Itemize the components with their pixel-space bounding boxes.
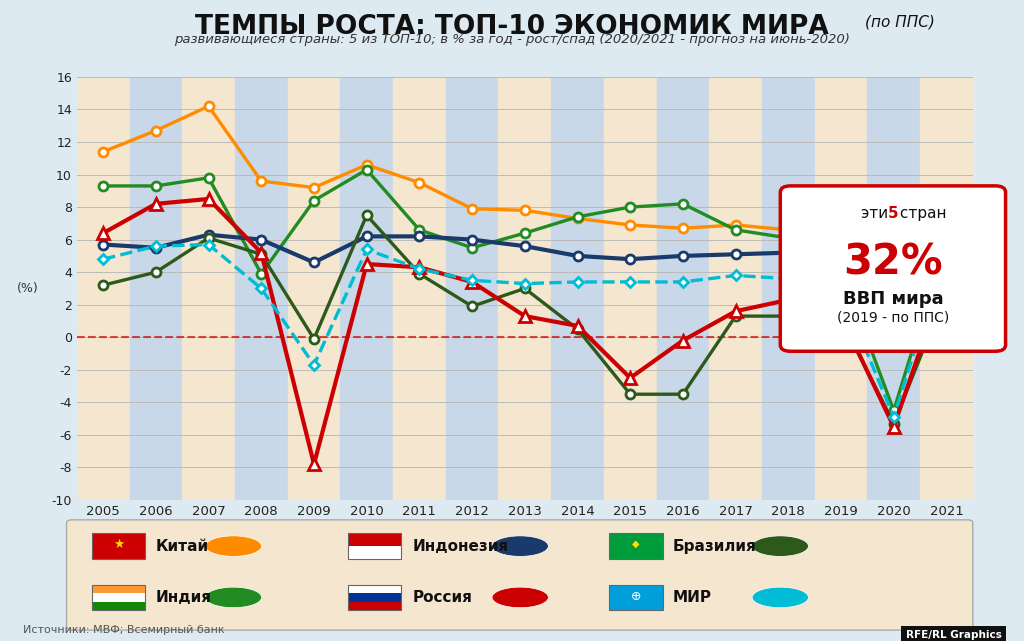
Text: Россия: Россия: [413, 590, 472, 605]
Bar: [815, 77, 867, 500]
Text: Китай: Китай: [156, 538, 209, 554]
Text: (по ППС): (по ППС): [865, 14, 935, 29]
Bar: [551, 77, 604, 500]
Text: 32%: 32%: [843, 242, 943, 284]
Text: 5: 5: [888, 206, 898, 221]
Text: ВВП мира: ВВП мира: [843, 290, 943, 308]
Text: ★: ★: [114, 538, 124, 551]
Text: Индия: Индия: [156, 590, 212, 605]
Text: Индонезия: Индонезия: [413, 538, 509, 554]
Bar: [288, 77, 340, 500]
Bar: [182, 77, 234, 500]
Bar: [129, 77, 182, 500]
Bar: [77, 77, 129, 500]
Text: ТЕМПЫ РОСТА: ТОП-10 ЭКОНОМИК МИРА: ТЕМПЫ РОСТА: ТОП-10 ЭКОНОМИК МИРА: [196, 14, 828, 40]
Bar: [604, 77, 656, 500]
Text: развивающиеся страны: 5 из ТОП-10; в % за год - рост/спад (2020/2021 - прогноз н: развивающиеся страны: 5 из ТОП-10; в % з…: [174, 33, 850, 46]
Text: (%): (%): [16, 282, 38, 295]
Bar: [234, 77, 288, 500]
Text: Бразилия: Бразилия: [673, 538, 757, 554]
Text: МИР: МИР: [673, 590, 712, 605]
Bar: [393, 77, 445, 500]
Bar: [762, 77, 815, 500]
Text: (2019 - по ППС): (2019 - по ППС): [837, 311, 949, 325]
Bar: [340, 77, 393, 500]
Text: Источники: МВФ; Всемирный банк: Источники: МВФ; Всемирный банк: [23, 624, 224, 635]
Text: ◆: ◆: [632, 539, 640, 549]
Text: эти: эти: [861, 206, 893, 221]
Bar: [710, 77, 762, 500]
Bar: [656, 77, 710, 500]
Bar: [921, 77, 973, 500]
Text: RFE/RL Graphics: RFE/RL Graphics: [905, 629, 1001, 640]
Text: стран: стран: [895, 206, 946, 221]
Bar: [867, 77, 921, 500]
Bar: [445, 77, 499, 500]
Bar: [499, 77, 551, 500]
Text: ⊕: ⊕: [631, 590, 641, 603]
